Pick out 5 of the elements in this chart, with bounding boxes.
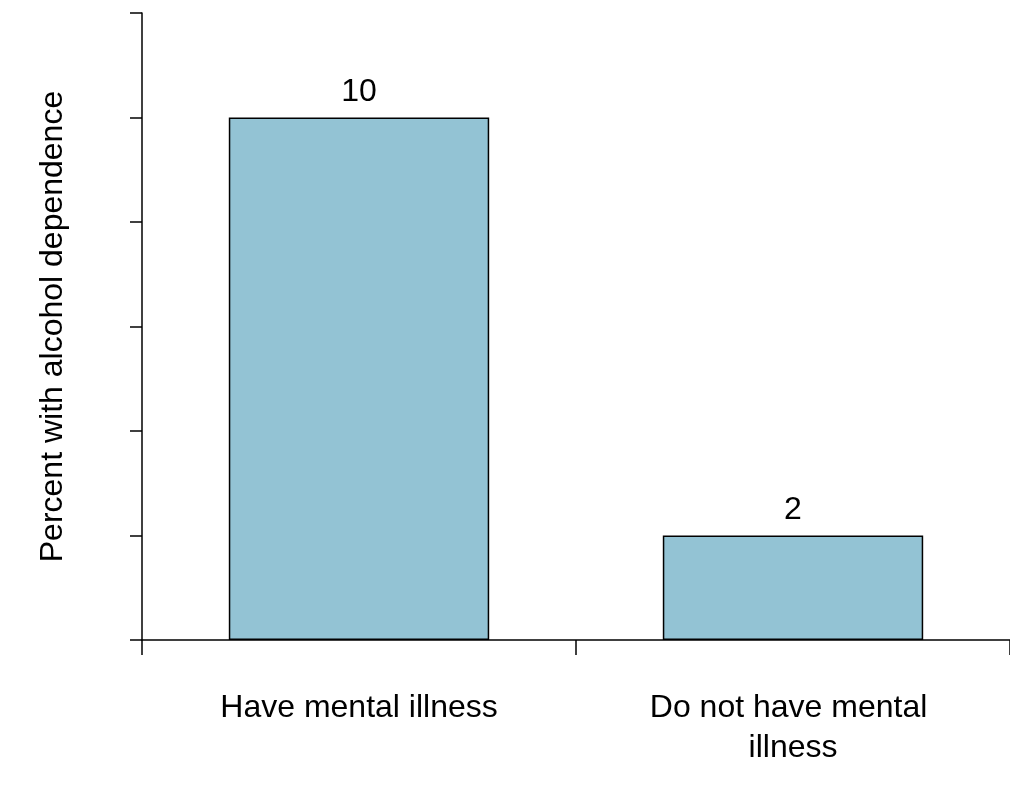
data-label: 2 — [784, 489, 802, 526]
x-tick-label: Have mental illness — [220, 688, 498, 724]
data-label: 10 — [341, 71, 377, 108]
y-axis-title: Percent with alcohol dependence — [33, 90, 69, 563]
x-tick-label: Do not have mental illness — [649, 688, 937, 764]
